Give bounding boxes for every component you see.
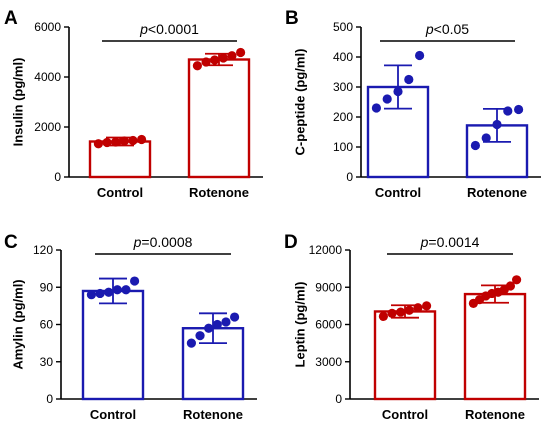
data-point — [102, 137, 112, 148]
y-tick-label: 3000 — [315, 355, 342, 369]
data-point — [112, 285, 122, 295]
x-category-label: Control — [375, 185, 421, 200]
data-point — [130, 276, 140, 286]
data-point — [201, 57, 211, 67]
panel-d: D 0 3000 6000 9000 12000 Leptin (pg/ml) Control… — [284, 232, 539, 422]
data-point — [218, 53, 228, 63]
data-point — [503, 106, 513, 116]
data-point — [505, 281, 516, 291]
p-value-label: p=0.0008 — [133, 234, 193, 250]
data-point — [210, 55, 220, 65]
data-point — [121, 285, 131, 295]
data-point — [413, 303, 423, 313]
data-point — [382, 94, 392, 104]
data-point — [415, 50, 425, 61]
x-category-label: Rotenone — [183, 407, 243, 422]
data-point — [137, 134, 147, 145]
bar — [187, 58, 251, 179]
data-point — [227, 51, 237, 61]
p-value-text: =0.0008 — [141, 234, 192, 250]
y-tick-label: 500 — [333, 20, 353, 34]
y-tick-label: 4000 — [34, 70, 61, 84]
p-symbol: p — [420, 234, 429, 250]
data-point — [195, 331, 205, 341]
data-point — [186, 338, 196, 348]
data-point — [387, 308, 397, 318]
y-tick-label: 9000 — [315, 280, 342, 294]
y-tick-label: 300 — [333, 80, 353, 94]
x-category-label: Control — [382, 407, 428, 422]
y-tick-label: 60 — [40, 318, 54, 332]
data-point — [404, 74, 414, 85]
data-point — [86, 290, 96, 300]
p-value-label: p<0.0001 — [139, 21, 199, 37]
data-point — [371, 103, 381, 113]
data-point — [192, 61, 202, 71]
y-tick-label: 6000 — [315, 318, 342, 332]
y-axis-label: Leptin (pg/ml) — [293, 282, 308, 368]
p-value-text: <0.0001 — [148, 21, 199, 37]
data-point — [221, 317, 231, 327]
panel-c: C 0 30 60 90 120 Amylin (pg/ml) Control Rotenone… — [4, 232, 257, 422]
data-point — [230, 312, 240, 322]
panel-letter: D — [284, 232, 298, 253]
p-symbol: p — [133, 234, 142, 250]
panel-a: A 0 2000 4000 6000 Insulin (pg/ml) Control Rote… — [4, 8, 263, 200]
panel-letter: C — [4, 232, 18, 253]
y-tick-label: 0 — [335, 392, 342, 406]
y-tick-label: 100 — [333, 140, 353, 154]
bar — [373, 310, 437, 401]
p-value-text: =0.0014 — [428, 234, 479, 250]
x-category-label: Control — [90, 407, 136, 422]
data-point — [396, 307, 406, 317]
data-point — [492, 119, 502, 130]
y-tick-label: 0 — [346, 170, 353, 184]
x-category-label: Control — [97, 185, 143, 200]
data-point — [93, 139, 103, 149]
data-point — [511, 275, 522, 285]
y-tick-label: 120 — [33, 243, 53, 257]
data-point — [236, 47, 246, 58]
data-point — [104, 287, 114, 297]
y-tick-label: 0 — [54, 170, 61, 184]
data-point — [212, 319, 222, 330]
x-category-label: Rotenone — [189, 185, 249, 200]
data-point — [378, 311, 388, 322]
data-point — [204, 323, 214, 333]
data-point — [470, 140, 480, 151]
y-tick-label: 400 — [333, 50, 353, 64]
data-point — [111, 137, 121, 147]
p-value-text: <0.05 — [434, 21, 470, 37]
panel-b: B 0 100 200 300 400 500 C-peptide (pg/ml) Contro… — [285, 8, 541, 200]
y-tick-label: 12000 — [309, 243, 343, 257]
p-value-label: p<0.05 — [425, 21, 469, 37]
bar — [81, 289, 145, 401]
y-tick-label: 30 — [40, 355, 54, 369]
data-point — [422, 301, 432, 311]
y-tick-label: 90 — [40, 280, 54, 294]
y-tick-label: 200 — [333, 110, 353, 124]
panel-letter: B — [285, 8, 299, 29]
data-point — [119, 136, 129, 146]
x-category-label: Rotenone — [465, 407, 525, 422]
data-point — [128, 135, 138, 146]
x-category-label: Rotenone — [467, 185, 527, 200]
y-tick-label: 0 — [46, 392, 53, 406]
y-axis-label: Insulin (pg/ml) — [11, 58, 26, 147]
data-point — [95, 288, 105, 299]
y-tick-label: 6000 — [34, 20, 61, 34]
y-tick-label: 2000 — [34, 120, 61, 134]
data-point — [514, 104, 524, 115]
data-point — [393, 86, 403, 97]
p-symbol: p — [425, 21, 434, 37]
y-axis-label: Amylin (pg/ml) — [11, 279, 26, 369]
bar — [463, 292, 527, 401]
panel-letter: A — [4, 8, 18, 29]
p-value-label: p=0.0014 — [420, 234, 480, 250]
y-axis-label: C-peptide (pg/ml) — [293, 49, 308, 156]
data-point — [404, 305, 414, 315]
data-point — [481, 133, 491, 143]
p-symbol: p — [139, 21, 148, 37]
